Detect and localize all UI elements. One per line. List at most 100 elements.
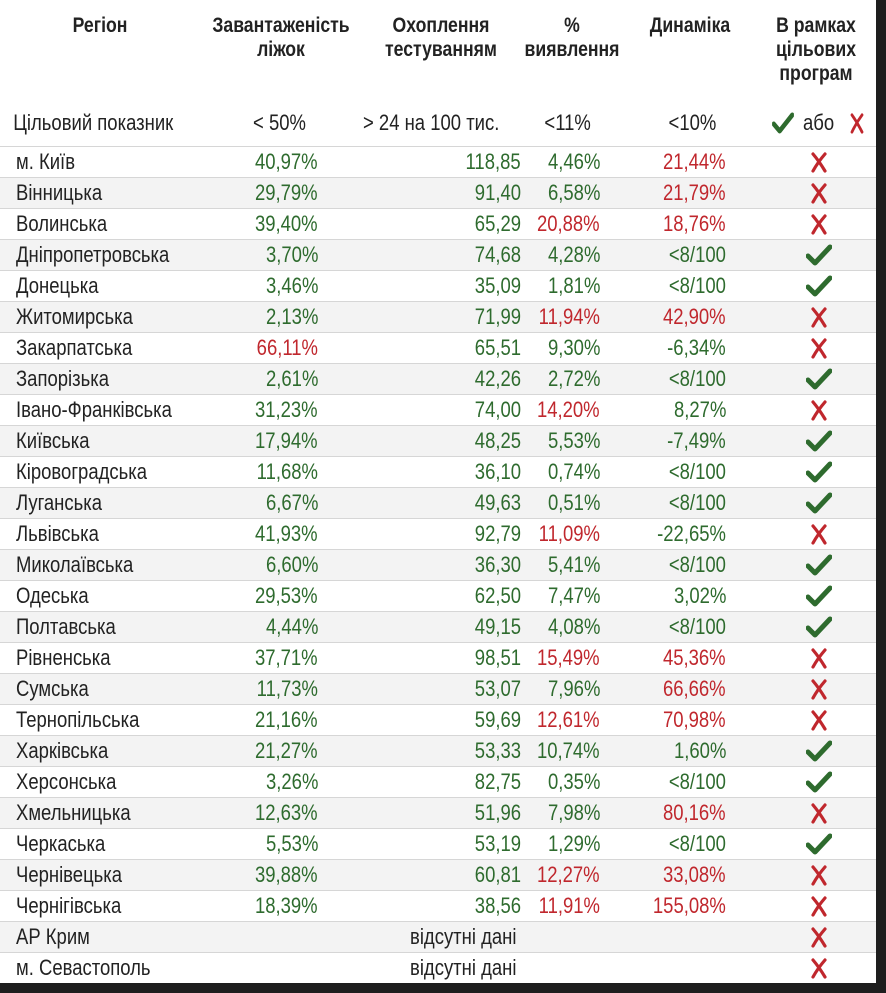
table-row: Харківська 21,27% 53,33 10,74% 1,60% xyxy=(0,735,876,766)
beds-value: 39,40% xyxy=(255,211,318,236)
testing-value: 35,09 xyxy=(474,273,521,298)
testing-value: 51,96 xyxy=(474,800,521,825)
beds-value: 41,93% xyxy=(255,521,318,546)
testing-value: 60,81 xyxy=(474,862,521,887)
table-row: Чернівецька 39,88% 60,81 12,27% 33,08% xyxy=(0,859,876,890)
cross-icon xyxy=(806,182,840,204)
target-or: або xyxy=(802,110,835,135)
cross-icon xyxy=(806,895,840,917)
beds-value: 17,94% xyxy=(255,428,318,453)
testing-value: 53,33 xyxy=(474,738,521,763)
check-icon xyxy=(806,430,840,452)
check-icon xyxy=(806,244,840,266)
beds-value: 66,11% xyxy=(256,335,318,360)
detection-value: 7,47% xyxy=(547,583,600,608)
region-name: Київська xyxy=(16,428,90,453)
beds-value: 3,26% xyxy=(265,769,318,794)
region-name: Рівненська xyxy=(16,645,111,670)
testing-value: 118,85 xyxy=(465,149,521,174)
testing-value: 48,25 xyxy=(474,428,521,453)
beds-value: 39,88% xyxy=(255,862,318,887)
region-name: Полтавська xyxy=(16,614,116,639)
table-body: м. Київ 40,97% 118,85 4,46% 21,44% Вінницька 2… xyxy=(0,146,876,983)
beds-value: 21,16% xyxy=(255,707,318,732)
cross-icon xyxy=(806,926,840,948)
cross-icon xyxy=(806,213,840,235)
dynamics-value: -22,65% xyxy=(657,521,726,546)
dynamics-value: <8/100 xyxy=(668,273,726,298)
beds-value: 21,27% xyxy=(255,738,318,763)
check-icon xyxy=(806,771,840,793)
detection-value: 1,81% xyxy=(547,273,600,298)
beds-value: 6,60% xyxy=(265,552,318,577)
check-icon xyxy=(806,461,840,483)
testing-value: 49,63 xyxy=(474,490,521,515)
beds-value: 18,39% xyxy=(255,893,318,918)
region-name: Запорізька xyxy=(16,366,109,391)
cross-icon xyxy=(806,306,840,328)
cross-icon xyxy=(806,678,840,700)
dynamics-value: <8/100 xyxy=(668,831,726,856)
region-name: Дніпропетровська xyxy=(16,242,170,267)
table-row: Сумська 11,73% 53,07 7,96% 66,66% xyxy=(0,673,876,704)
check-icon xyxy=(806,492,840,514)
detection-value: 0,35% xyxy=(547,769,600,794)
check-icon xyxy=(806,833,840,855)
detection-value: 7,96% xyxy=(547,676,600,701)
testing-value: 53,07 xyxy=(474,676,521,701)
target-row: Цільовий показник < 50% > 24 на 100 тис.… xyxy=(0,108,876,142)
testing-value: 62,50 xyxy=(474,583,521,608)
cross-icon xyxy=(806,151,840,173)
detection-value: 4,46% xyxy=(547,149,600,174)
table-row: м. Київ 40,97% 118,85 4,46% 21,44% xyxy=(0,146,876,177)
target-dynamics: <10% xyxy=(668,110,717,135)
dynamics-value: 18,76% xyxy=(663,211,726,236)
cross-icon xyxy=(806,647,840,669)
dynamics-value: <8/100 xyxy=(668,769,726,794)
detection-value: 12,61% xyxy=(537,707,600,732)
table-row: Закарпатська 66,11% 65,51 9,30% -6,34% xyxy=(0,332,876,363)
beds-value: 2,13% xyxy=(265,304,318,329)
table-row: Черкаська 5,53% 53,19 1,29% <8/100 xyxy=(0,828,876,859)
region-name: Донецька xyxy=(16,273,99,298)
target-detection: <11% xyxy=(544,110,591,135)
testing-value: 65,51 xyxy=(474,335,521,360)
region-name: Сумська xyxy=(16,676,89,701)
testing-value: 42,26 xyxy=(474,366,521,391)
detection-value: 5,53% xyxy=(547,428,600,453)
table-row: Житомирська 2,13% 71,99 11,94% 42,90% xyxy=(0,301,876,332)
beds-value: 11,73% xyxy=(256,676,318,701)
beds-value: 3,70% xyxy=(265,242,318,267)
table-row: Вінницька 29,79% 91,40 6,58% 21,79% xyxy=(0,177,876,208)
cross-icon xyxy=(806,399,840,421)
region-name: Луганська xyxy=(16,490,103,515)
testing-value: 82,75 xyxy=(474,769,521,794)
check-icon xyxy=(772,112,794,134)
region-name: Львівська xyxy=(16,521,99,546)
testing-value: 38,56 xyxy=(474,893,521,918)
missing-data-note: відсутні дані xyxy=(410,924,517,949)
table-row: Херсонська 3,26% 82,75 0,35% <8/100 xyxy=(0,766,876,797)
beds-value: 37,71% xyxy=(255,645,318,670)
detection-value: 9,30% xyxy=(547,335,600,360)
dynamics-value: <8/100 xyxy=(668,366,726,391)
testing-value: 74,00 xyxy=(474,397,521,422)
table-row: Донецька 3,46% 35,09 1,81% <8/100 xyxy=(0,270,876,301)
table-row: Хмельницька 12,63% 51,96 7,98% 80,16% xyxy=(0,797,876,828)
region-name: Херсонська xyxy=(16,769,117,794)
region-name: Івано-Франківська xyxy=(16,397,172,422)
missing-data-note: відсутні дані xyxy=(410,955,517,980)
dynamics-value: <8/100 xyxy=(668,459,726,484)
dynamics-value: <8/100 xyxy=(668,490,726,515)
region-name: Закарпатська xyxy=(16,335,133,360)
detection-value: 7,98% xyxy=(547,800,600,825)
detection-value: 20,88% xyxy=(537,211,600,236)
check-icon xyxy=(806,368,840,390)
detection-value: 2,72% xyxy=(547,366,600,391)
detection-value: 12,27% xyxy=(537,862,600,887)
testing-value: 36,30 xyxy=(474,552,521,577)
check-icon xyxy=(806,554,840,576)
cross-icon xyxy=(806,523,840,545)
dynamics-value: 80,16% xyxy=(663,800,726,825)
cross-icon xyxy=(806,802,840,824)
